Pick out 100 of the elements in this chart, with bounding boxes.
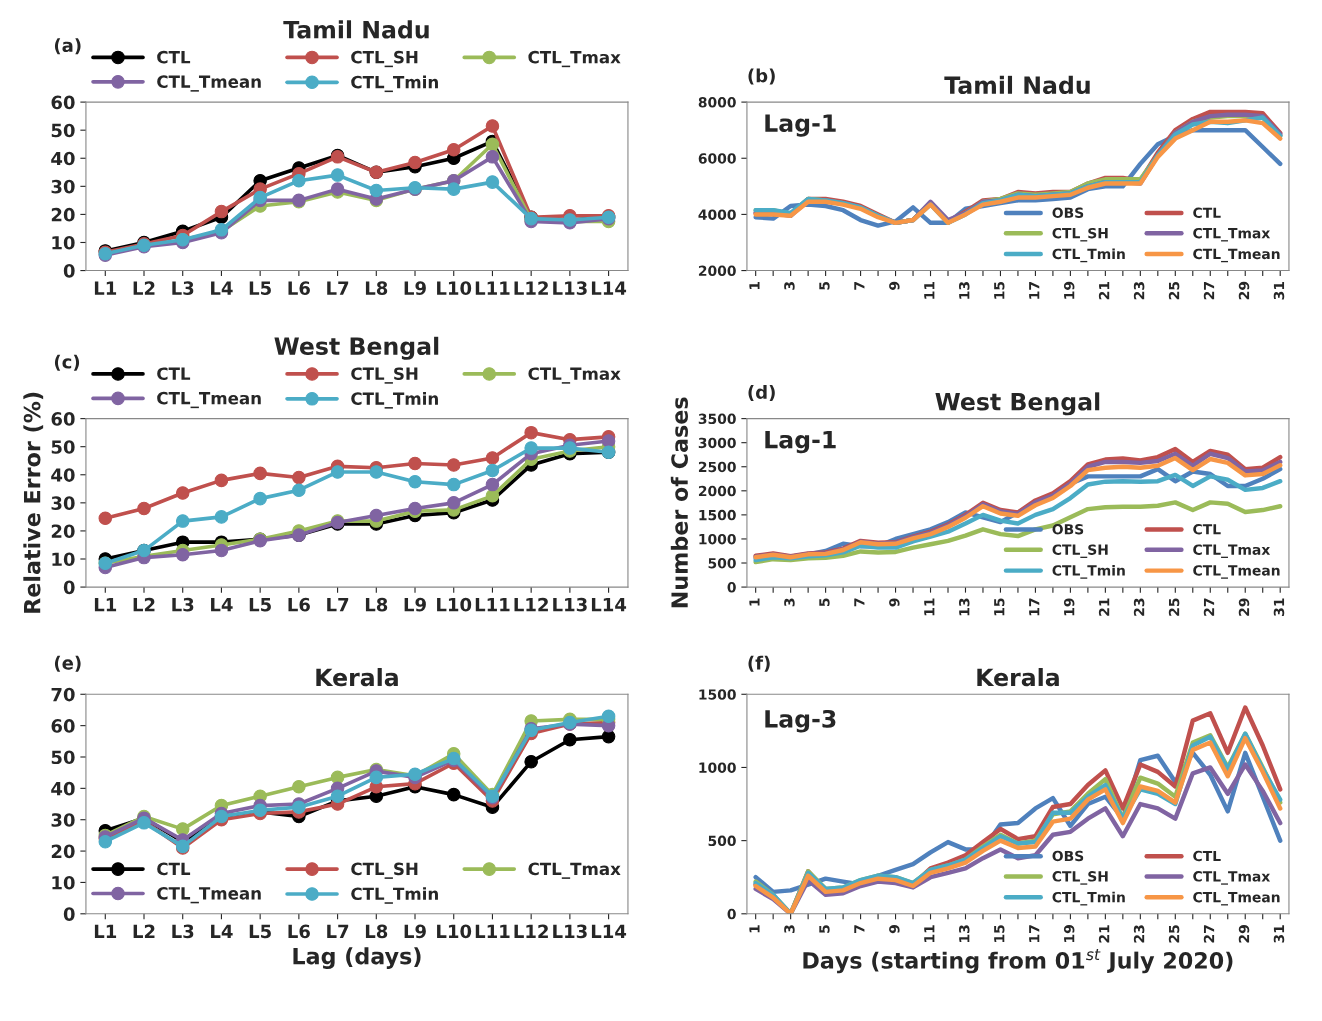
legend-label: OBS xyxy=(1052,850,1084,862)
legend-label: CTL xyxy=(1193,207,1221,218)
x-tick-label: L9 xyxy=(404,924,426,939)
y-tick-label: 20 xyxy=(51,207,75,222)
y-tick-label: 1000 xyxy=(699,762,736,773)
legend-label: CTL_Tmean xyxy=(157,391,261,409)
x-tick-label: 25 xyxy=(1168,925,1180,943)
x-tick-label: 25 xyxy=(1168,281,1180,300)
y-tick-label: 70 xyxy=(51,687,75,702)
legend-label: CTL_SH xyxy=(351,367,418,384)
y-tick-label: 60 xyxy=(51,412,75,426)
x-tick-label: L5 xyxy=(249,598,271,612)
x-tick-label: L13 xyxy=(553,281,587,295)
x-axis-title: Days (starting from 01$^{st}$ July 2020) xyxy=(803,949,1233,974)
x-tick-label: L6 xyxy=(288,281,310,295)
x-tick-label: L4 xyxy=(211,281,233,295)
x-tick-label: L11 xyxy=(475,598,510,612)
x-tick-label: L8 xyxy=(365,597,388,612)
text: (a) xyxy=(54,38,81,55)
x-tick-label: 1 xyxy=(749,281,760,290)
legend-label: CTL_SH xyxy=(1052,544,1108,558)
x-tick-label: 31 xyxy=(1273,281,1285,300)
x-tick-label: 29 xyxy=(1238,925,1250,943)
text: (b) xyxy=(748,68,775,85)
x-tick-label: 19 xyxy=(1063,925,1075,942)
y-tick-label: 10 xyxy=(52,552,75,567)
x-tick-label: 21 xyxy=(1098,925,1110,943)
legend-label: CTL_Tmin xyxy=(351,392,438,409)
y-tick-label: 30 xyxy=(51,813,75,827)
x-tick-label: 21 xyxy=(1098,598,1110,616)
x-tick-label: L3 xyxy=(172,924,194,939)
x-tick-label: L5 xyxy=(249,281,271,295)
x-tick-label: 5 xyxy=(819,925,830,933)
x-tick-label: 17 xyxy=(1029,282,1040,299)
x-tick-label: L4 xyxy=(211,598,233,612)
x-tick-label: L8 xyxy=(365,924,388,939)
legend-label: CTL_Tmean xyxy=(157,887,261,904)
x-tick-label: L10 xyxy=(437,597,472,612)
legend-label: CTL_Tmean xyxy=(1193,248,1280,263)
x-tick-label: L7 xyxy=(327,598,349,612)
y-tick-label: 20 xyxy=(51,524,75,539)
y-tick-label: 1500 xyxy=(699,689,736,700)
x-tick-label: 15 xyxy=(994,598,1005,616)
y-tick-label: 2000 xyxy=(698,265,736,277)
legend-label: CTL xyxy=(157,367,191,380)
legend-label: CTL_Tmax xyxy=(1193,227,1271,242)
x-tick-label: 7 xyxy=(854,598,865,607)
x-tick-label: L13 xyxy=(553,924,587,939)
legend-label: CTL_SH xyxy=(351,862,418,879)
x-tick-label: 31 xyxy=(1273,598,1285,616)
x-tick-label: L2 xyxy=(133,924,155,938)
y-tick-label: 0 xyxy=(727,582,736,593)
x-tick-label: 1 xyxy=(749,598,760,606)
y-tick-label: 60 xyxy=(51,719,75,733)
x-tick-label: L12 xyxy=(514,281,548,295)
x-tick-label: 29 xyxy=(1238,598,1250,616)
y-tick-label: 20 xyxy=(51,844,75,859)
x-tick-label: L12 xyxy=(514,597,548,612)
x-tick-label: L1 xyxy=(94,598,117,612)
x-tick-label: 3 xyxy=(784,598,795,607)
x-tick-label: 13 xyxy=(959,282,970,299)
y-tick-label: 500 xyxy=(708,557,736,569)
x-tick-label: L7 xyxy=(327,924,349,938)
legend-label: CTL_Tmin xyxy=(351,75,438,93)
x-tick-label: 31 xyxy=(1273,925,1285,943)
y-tick-label: 1000 xyxy=(699,533,736,545)
chart-title: Tamil Nadu xyxy=(283,20,429,39)
y-tick-label: 2500 xyxy=(698,461,736,473)
x-tick-label: 11 xyxy=(924,925,935,942)
x-tick-label: L8 xyxy=(365,281,388,295)
chart-title: Tamil Nadu xyxy=(944,75,1090,95)
legend-label: CTL xyxy=(1193,850,1221,862)
x-tick-label: L11 xyxy=(475,924,510,938)
text: (e) xyxy=(54,655,81,672)
text: (f) xyxy=(748,655,770,672)
x-tick-label: 3 xyxy=(784,282,795,290)
x-tick-label: 9 xyxy=(889,598,900,607)
text: (c) xyxy=(54,354,80,371)
x-tick-label: 11 xyxy=(924,598,935,616)
y-tick-label: 0 xyxy=(727,908,736,920)
x-tick-label: 27 xyxy=(1203,282,1215,300)
y-tick-label: 2000 xyxy=(698,485,736,497)
x-tick-label: L6 xyxy=(288,597,310,612)
x-tick-label: 23 xyxy=(1133,925,1145,943)
x-tick-label: 21 xyxy=(1098,281,1110,300)
x-tick-label: 7 xyxy=(854,925,865,933)
legend-label: CTL xyxy=(157,862,191,876)
x-tick-label: 13 xyxy=(959,925,970,942)
y-tick-label: 10 xyxy=(52,235,75,250)
x-tick-label: 3 xyxy=(784,925,795,933)
annotation: Lag-1 xyxy=(765,114,836,137)
x-tick-label: 29 xyxy=(1238,281,1250,300)
x-tick-label: L2 xyxy=(133,281,155,295)
y-tick-label: 40 xyxy=(51,468,75,482)
x-tick-label: L7 xyxy=(327,281,349,295)
legend-label: CTL_Tmax xyxy=(528,367,621,384)
x-tick-label: 25 xyxy=(1168,598,1180,616)
x-tick-label: L3 xyxy=(172,281,194,295)
chart-title: Kerala xyxy=(316,668,398,687)
y-tick-label: 6000 xyxy=(698,153,736,164)
